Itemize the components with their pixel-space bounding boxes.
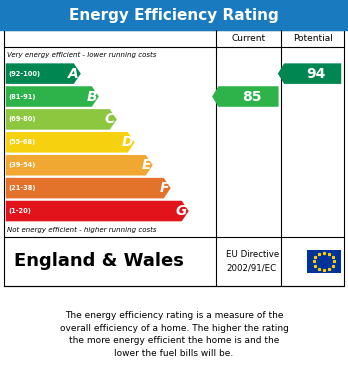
Polygon shape — [6, 86, 99, 107]
Text: EU Directive: EU Directive — [226, 250, 279, 259]
Polygon shape — [6, 155, 153, 176]
Text: D: D — [121, 135, 133, 149]
Bar — [4, 30, 344, 286]
Text: Energy Efficiency Rating: Energy Efficiency Rating — [69, 8, 279, 23]
Text: (81-91): (81-91) — [8, 93, 36, 100]
Text: Not energy efficient - higher running costs: Not energy efficient - higher running co… — [8, 226, 157, 233]
Text: B: B — [86, 90, 97, 104]
Text: (69-80): (69-80) — [8, 117, 36, 122]
Bar — [0, 0, 348, 30]
Polygon shape — [6, 201, 189, 221]
Text: Potential: Potential — [293, 34, 333, 43]
Polygon shape — [278, 63, 341, 84]
Text: (92-100): (92-100) — [8, 71, 41, 77]
Text: E: E — [142, 158, 151, 172]
Text: (55-68): (55-68) — [8, 139, 36, 145]
Text: Current: Current — [231, 34, 266, 43]
Polygon shape — [6, 109, 117, 130]
Text: Very energy efficient - lower running costs: Very energy efficient - lower running co… — [8, 52, 157, 58]
Text: 2002/91/EC: 2002/91/EC — [226, 264, 276, 273]
Text: G: G — [176, 204, 187, 218]
Text: (39-54): (39-54) — [8, 162, 36, 168]
Text: 94: 94 — [307, 66, 326, 81]
Polygon shape — [6, 132, 135, 152]
Polygon shape — [6, 63, 81, 84]
Polygon shape — [212, 86, 278, 107]
Text: C: C — [105, 113, 115, 126]
Polygon shape — [6, 178, 171, 198]
Text: 85: 85 — [242, 90, 262, 104]
Bar — [308, 250, 340, 273]
Text: F: F — [159, 181, 169, 195]
Text: The energy efficiency rating is a measure of the
overall efficiency of a home. T: The energy efficiency rating is a measur… — [60, 312, 288, 358]
Text: (1-20): (1-20) — [8, 208, 31, 214]
Text: England & Wales: England & Wales — [14, 252, 184, 271]
Text: (21-38): (21-38) — [8, 185, 36, 191]
Text: A: A — [68, 66, 79, 81]
